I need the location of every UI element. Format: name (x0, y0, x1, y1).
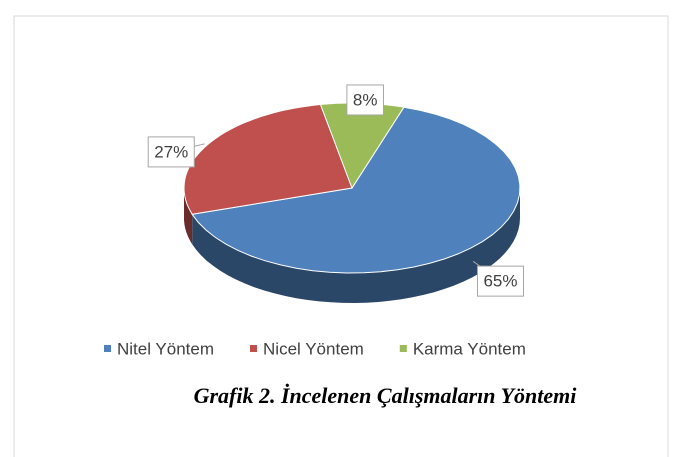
legend-label: Karma Yöntem (413, 339, 526, 358)
data-label-box (346, 84, 384, 116)
legend-marker (104, 345, 111, 352)
data-label: 65% (483, 272, 517, 291)
legend-label: Nitel Yöntem (117, 339, 214, 358)
slice (183, 103, 353, 215)
legend-marker (250, 345, 258, 352)
data-label: 27% (154, 142, 188, 161)
data-label-box (476, 265, 525, 297)
legend-marker (399, 345, 407, 352)
slice (191, 106, 521, 274)
data-label: 8% (353, 90, 378, 109)
slice-side (192, 188, 520, 303)
chart-title: Grafik 2. İncelenen Çalışmaların Yöntemi (194, 383, 578, 408)
data-label-box (147, 136, 195, 168)
chart-frame (13, 15, 669, 457)
legend-label: Nicel Yöntem (263, 339, 364, 358)
